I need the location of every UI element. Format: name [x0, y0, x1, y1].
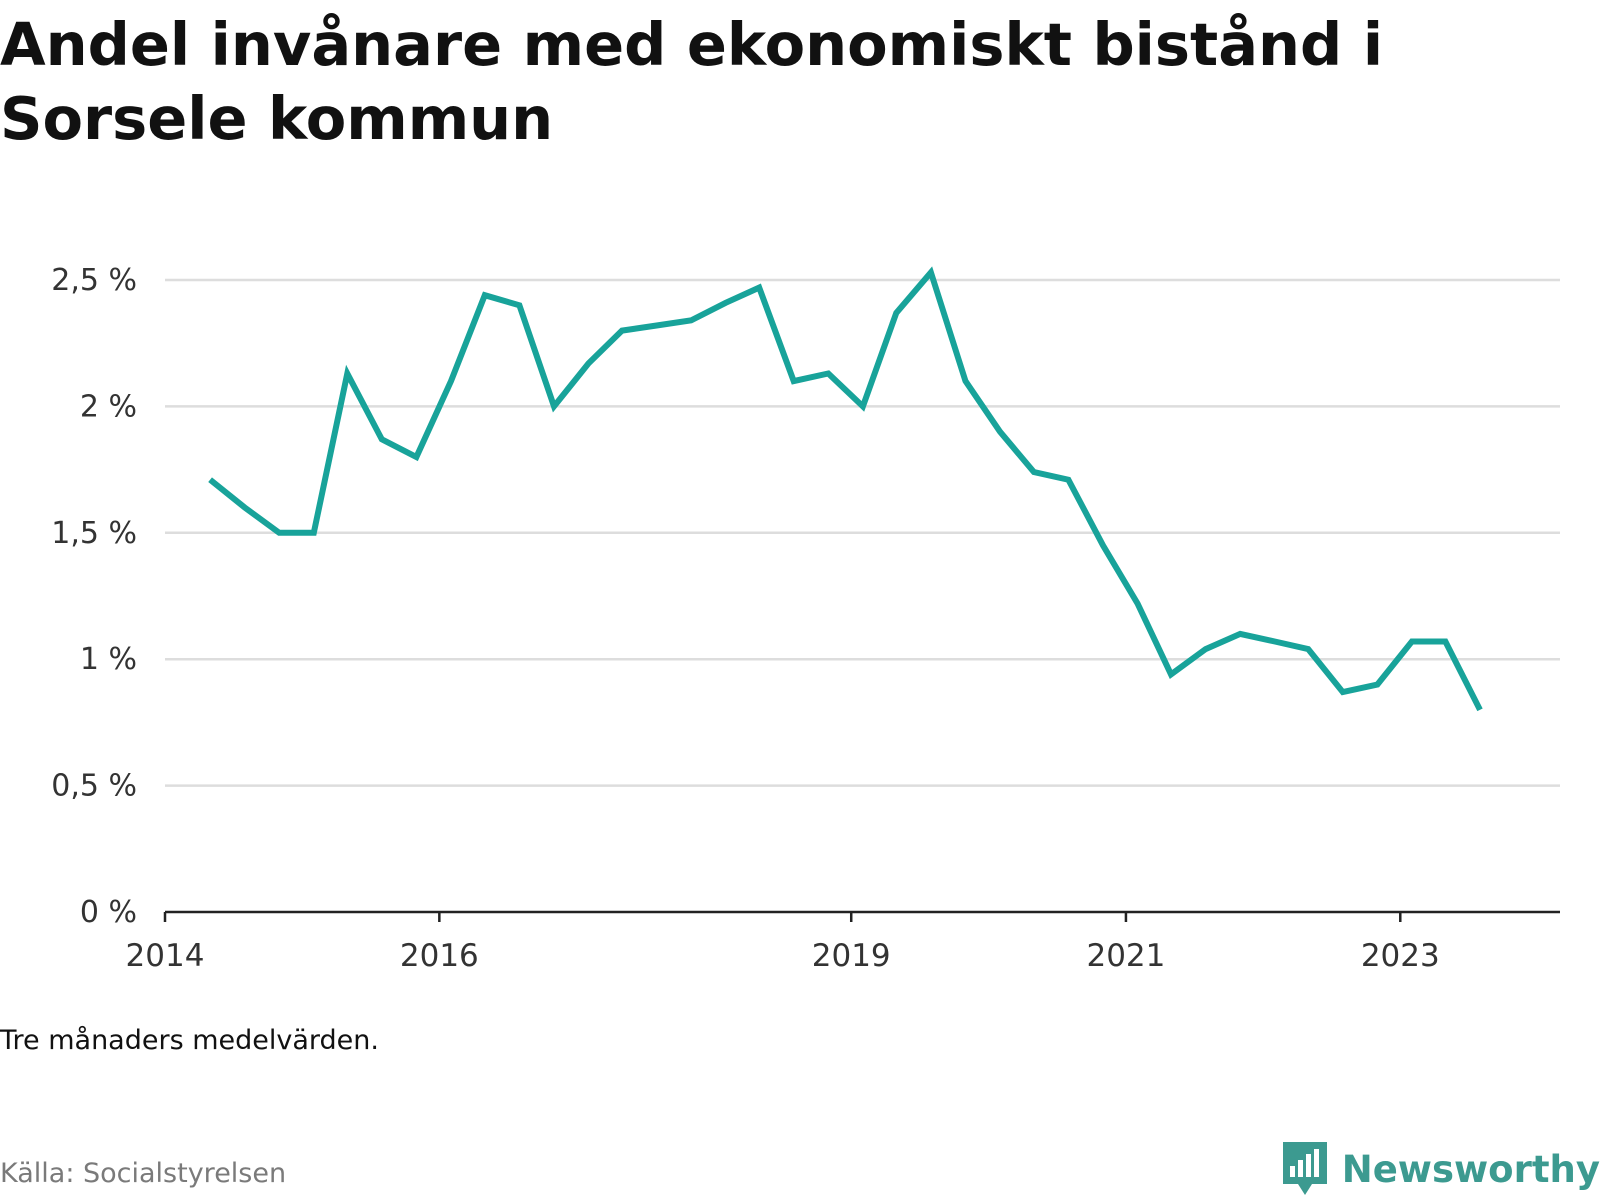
gridlines: [165, 278, 1560, 787]
x-tick-label: 2023: [1361, 938, 1440, 974]
x-axis: [163, 910, 1560, 922]
y-axis-tick-labels: 0 % 0,5 % 1 % 1,5 % 2 % 2,5 %: [51, 263, 137, 930]
x-tick-label: 2014: [126, 938, 205, 974]
y-tick-label: 0 %: [80, 895, 137, 930]
y-tick-label: 2 %: [80, 389, 137, 424]
x-tick-label: 2019: [812, 938, 891, 974]
y-tick-label: 2,5 %: [51, 263, 137, 298]
brand-logo: Newsworthy: [1280, 1140, 1600, 1198]
bar-chart-speech-bubble-icon: [1282, 1142, 1327, 1195]
x-tick-label: 2021: [1086, 938, 1165, 974]
chart-note: Tre månaders medelvärden.: [0, 1025, 379, 1056]
x-tick-label: 2016: [400, 938, 479, 974]
brand-name: Newsworthy: [1341, 1147, 1600, 1191]
x-axis-tick-labels: 2014 2016 2019 2021 2023: [126, 938, 1440, 974]
chart-title: Andel invånare med ekonomiskt bistånd i …: [0, 10, 1384, 153]
line-chart: 0 % 0,5 % 1 % 1,5 % 2 % 2,5 % 2014 2016 2019 202…: [51, 263, 1560, 974]
series-line: [208, 266, 1483, 712]
y-tick-label: 1,5 %: [51, 516, 137, 551]
y-tick-label: 1 %: [80, 642, 137, 677]
data-series: [208, 266, 1483, 712]
source-credit: Källa: Socialstyrelsen: [0, 1158, 287, 1189]
y-tick-label: 0,5 %: [51, 769, 137, 804]
